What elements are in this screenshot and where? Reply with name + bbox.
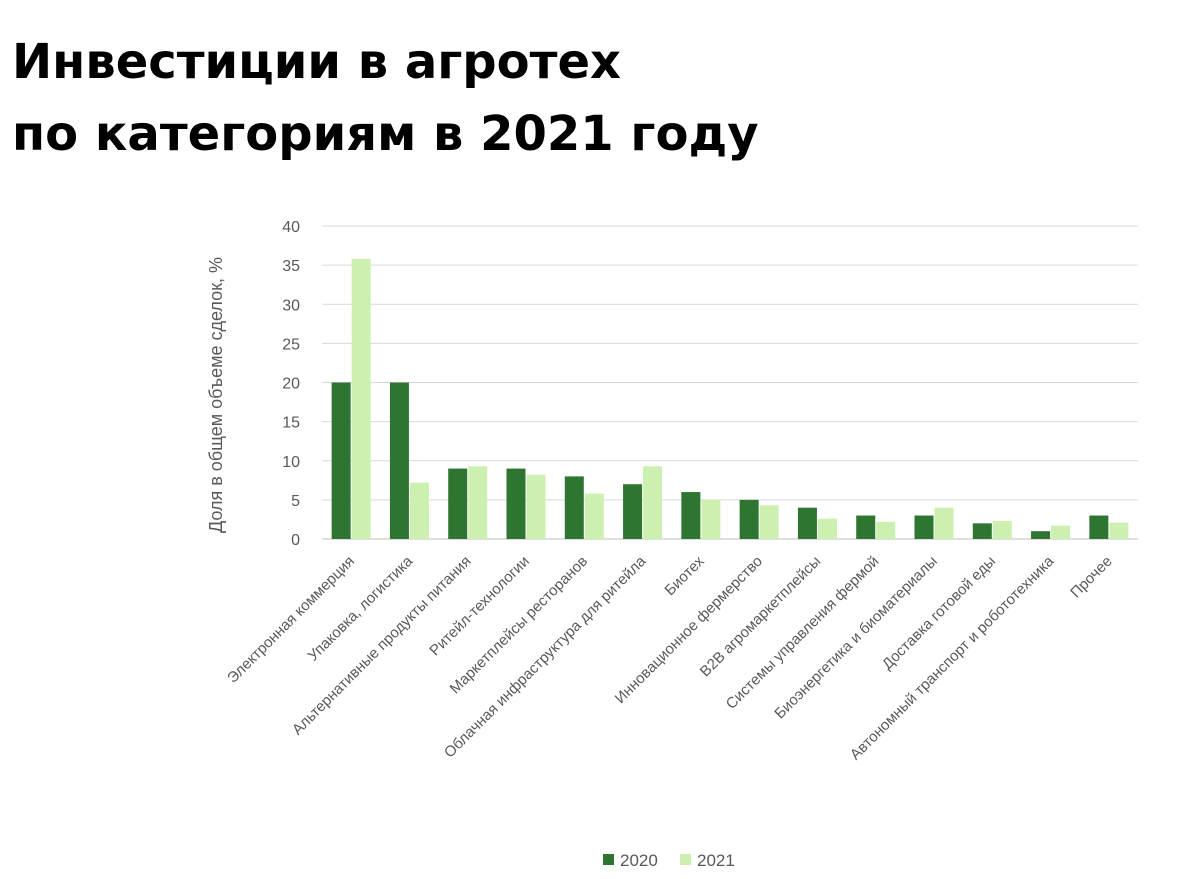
- title-line-1: Инвестиции в агротех: [12, 34, 621, 90]
- legend-label-2021: 2021: [697, 851, 735, 870]
- bar-2020-5: [564, 476, 584, 539]
- y-tick-label: 30: [282, 297, 300, 314]
- y-tick-label: 0: [291, 532, 300, 549]
- bar-2021-1: [351, 258, 371, 539]
- bar-2021-5: [584, 493, 604, 539]
- y-tick-label: 10: [282, 454, 300, 471]
- y-tick-label: 40: [282, 219, 300, 236]
- category-label: Доставка готовой еды: [879, 553, 999, 673]
- bar-2021-7: [701, 499, 721, 539]
- category-label: Ритейл-технологии: [426, 553, 532, 659]
- page-title: Инвестиции в агротех по категориям в 202…: [12, 26, 759, 170]
- bar-2021-8: [759, 505, 779, 539]
- bar-2020-7: [681, 492, 701, 539]
- category-label: B2B агромаркетплейсы: [697, 553, 825, 681]
- bar-2021-13: [1051, 525, 1071, 539]
- y-tick-label: 25: [282, 336, 300, 353]
- legend-swatch-2021: [680, 854, 691, 865]
- bar-2020-1: [331, 382, 351, 539]
- bar-2021-3: [468, 466, 488, 539]
- bar-2021-6: [643, 466, 663, 539]
- bar-2020-8: [739, 499, 759, 539]
- bar-2020-4: [506, 468, 526, 539]
- bar-2020-9: [797, 507, 817, 539]
- y-tick-label: 5: [291, 493, 300, 510]
- bar-2020-3: [448, 468, 468, 539]
- bar-2021-2: [409, 482, 429, 539]
- bars: [331, 258, 1129, 539]
- bar-2020-13: [1031, 531, 1051, 539]
- bar-2021-4: [526, 474, 546, 539]
- category-label: Автономный транспорт и робототехника: [847, 552, 1058, 763]
- y-tick-label: 20: [282, 376, 300, 393]
- bar-2021-14: [1109, 522, 1129, 539]
- bar-2021-10: [876, 521, 896, 539]
- legend: 2020 2021: [603, 851, 735, 870]
- category-label: Биотех: [661, 552, 708, 599]
- gridlines: [322, 225, 1138, 540]
- y-axis-label: Доля в общем объеме сделок, %: [206, 257, 226, 533]
- category-label: Упаковка, логистика: [305, 552, 417, 664]
- category-label: Облачная инфраструктура для ритейла: [441, 552, 650, 761]
- title-line-2: по категориям в 2021 году: [12, 106, 759, 162]
- y-tick-label: 35: [282, 258, 300, 275]
- bar-2020-2: [389, 382, 409, 539]
- bar-2021-11: [934, 507, 954, 539]
- category-label: Прочее: [1067, 553, 1116, 602]
- y-axis-ticks: 0 5 10 15 20 25 30 35 40: [282, 219, 300, 549]
- bar-2020-6: [623, 484, 643, 539]
- bar-2020-10: [856, 515, 876, 539]
- legend-swatch-2020: [603, 854, 614, 865]
- bar-2020-12: [972, 523, 992, 539]
- bar-2021-9: [817, 518, 837, 539]
- y-tick-label: 15: [282, 415, 300, 432]
- bar-2020-11: [914, 515, 934, 539]
- legend-label-2020: 2020: [620, 851, 658, 870]
- bar-2021-12: [992, 521, 1012, 539]
- bar-2020-14: [1089, 515, 1109, 539]
